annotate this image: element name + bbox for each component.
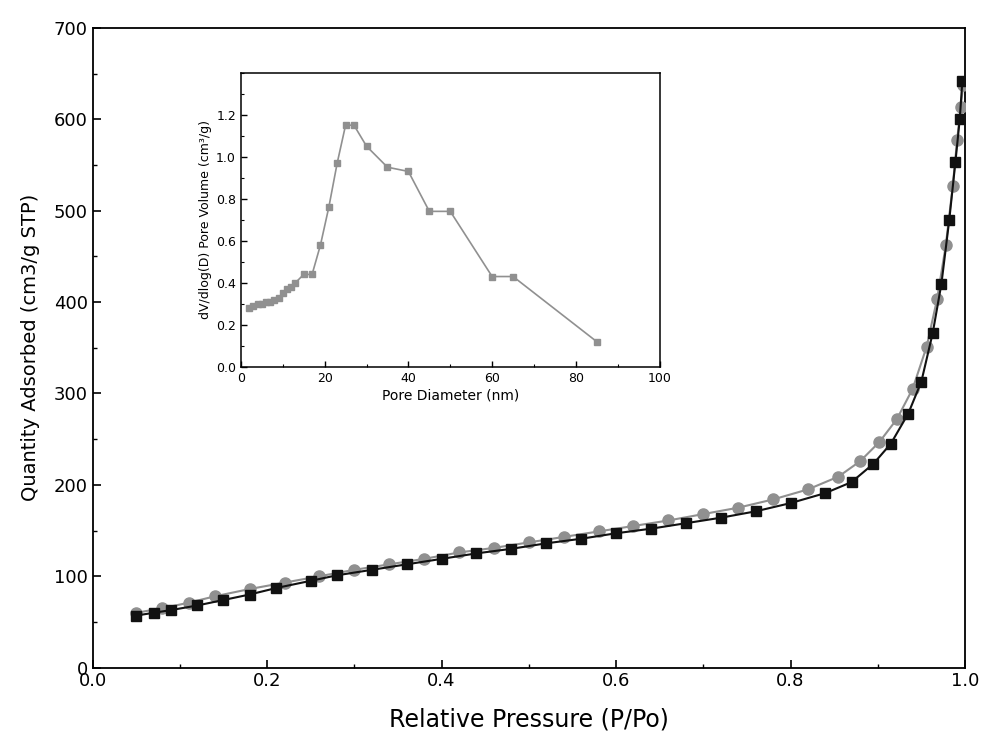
- Y-axis label: Quantity Adsorbed (cm3/g STP): Quantity Adsorbed (cm3/g STP): [21, 194, 40, 502]
- X-axis label: Relative Pressure (P/Po): Relative Pressure (P/Po): [389, 707, 669, 731]
